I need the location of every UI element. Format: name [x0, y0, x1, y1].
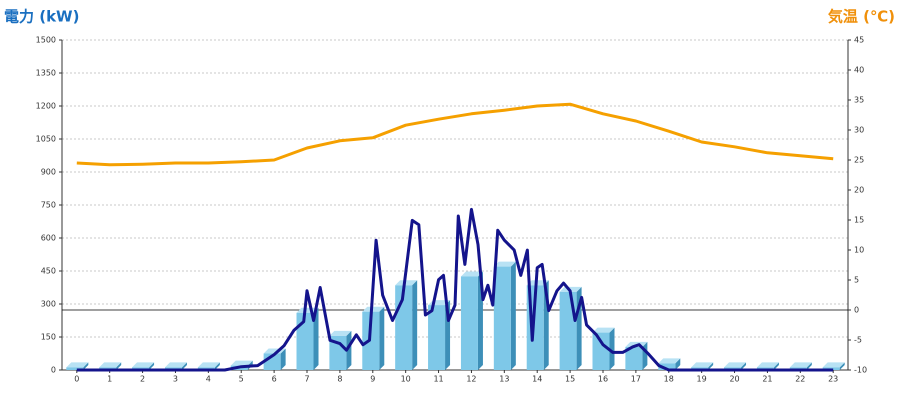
bar-top [691, 362, 714, 368]
y-tick-label: 1500 [36, 36, 56, 45]
x-tick-label: 3 [173, 375, 178, 384]
bar-top [789, 362, 812, 368]
y2-tick-label: 15 [854, 216, 864, 225]
bar [592, 332, 610, 370]
bar-side [675, 358, 681, 370]
x-tick-label: 6 [272, 375, 277, 384]
bar-side [116, 362, 122, 370]
x-tick-label: 22 [795, 375, 805, 384]
y-tick-label: 1200 [36, 102, 56, 111]
bar-side [412, 280, 418, 370]
x-tick-label: 11 [433, 375, 443, 384]
bar-side [773, 362, 779, 370]
x-tick-label: 17 [631, 375, 641, 384]
bar-side [83, 362, 89, 370]
bar-side [708, 362, 714, 370]
y2-tick-label: 0 [854, 306, 859, 315]
y2-tick-label: 35 [854, 96, 864, 105]
bar-top [395, 280, 418, 286]
bar-top [230, 360, 253, 366]
y2-tick-label: -10 [854, 366, 867, 375]
y-tick-label: 1050 [36, 135, 56, 144]
bar-side [149, 362, 155, 370]
bar-top [66, 362, 89, 368]
bar-side [280, 348, 286, 370]
y2-tick-label: -5 [854, 336, 862, 345]
x-tick-label: 5 [239, 375, 244, 384]
x-tick-label: 15 [565, 375, 575, 384]
bar [493, 266, 511, 370]
bar-side [379, 306, 385, 370]
y-tick-label: 750 [41, 201, 56, 210]
bar [658, 363, 676, 370]
bar-top [592, 327, 615, 333]
bar [428, 305, 446, 370]
bar [559, 291, 577, 370]
x-tick-label: 10 [401, 375, 411, 384]
bar-side [214, 362, 220, 370]
x-tick-label: 16 [598, 375, 608, 384]
bar [66, 367, 84, 370]
bar-top [132, 362, 155, 368]
y2-tick-label: 40 [854, 66, 864, 75]
y-tick-label: 300 [41, 300, 56, 309]
x-tick-label: 8 [337, 375, 342, 384]
bar-top [164, 362, 187, 368]
bar-top [724, 362, 747, 368]
bar-top [362, 306, 385, 312]
x-tick-label: 14 [532, 375, 542, 384]
bar-side [741, 362, 747, 370]
bar [296, 312, 314, 370]
bar-side [181, 362, 187, 370]
bar-top [99, 362, 122, 368]
bar-side [609, 327, 615, 370]
bar-top [658, 358, 681, 364]
bar-side [313, 307, 319, 370]
x-tick-label: 1 [107, 375, 112, 384]
x-tick-label: 0 [74, 375, 79, 384]
y-tick-label: 0 [51, 366, 56, 375]
y-tick-label: 1350 [36, 69, 56, 78]
bar-top [197, 362, 220, 368]
x-tick-label: 19 [697, 375, 707, 384]
bar [625, 346, 643, 370]
bar [460, 276, 478, 370]
y2-tick-label: 5 [854, 276, 859, 285]
line [76, 207, 834, 372]
y-tick-label: 150 [41, 333, 56, 342]
x-tick-label: 7 [304, 375, 309, 384]
bar-side [510, 261, 516, 370]
line [76, 102, 834, 167]
bar-side [806, 362, 812, 370]
y2-tick-label: 20 [854, 186, 864, 195]
y2-tick-label: 25 [854, 156, 864, 165]
y2-tick-label: 10 [854, 246, 864, 255]
x-tick-label: 23 [828, 375, 838, 384]
bar-side [839, 362, 845, 370]
bar-top [329, 330, 352, 336]
x-tick-label: 9 [370, 375, 375, 384]
x-tick-label: 4 [206, 375, 211, 384]
bar-top [493, 261, 516, 267]
bar-top [822, 362, 845, 368]
bar-top [756, 362, 779, 368]
y-tick-label: 600 [41, 234, 56, 243]
x-tick-label: 18 [664, 375, 674, 384]
bar-top [460, 271, 483, 277]
y-axis-title: 電力 (kW) [4, 8, 79, 26]
x-tick-label: 21 [762, 375, 772, 384]
x-tick-label: 13 [499, 375, 509, 384]
x-tick-label: 20 [729, 375, 739, 384]
y-tick-label: 900 [41, 168, 56, 177]
y2-tick-label: 45 [854, 36, 864, 45]
bar-side [346, 330, 352, 370]
x-tick-label: 2 [140, 375, 145, 384]
y-tick-label: 450 [41, 267, 56, 276]
y2-tick-label: 30 [854, 126, 864, 135]
x-tick-label: 12 [466, 375, 476, 384]
y2-axis-title: 気温 (℃) [828, 8, 895, 26]
